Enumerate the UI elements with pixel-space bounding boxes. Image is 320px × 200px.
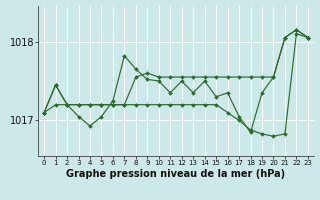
- X-axis label: Graphe pression niveau de la mer (hPa): Graphe pression niveau de la mer (hPa): [67, 169, 285, 179]
